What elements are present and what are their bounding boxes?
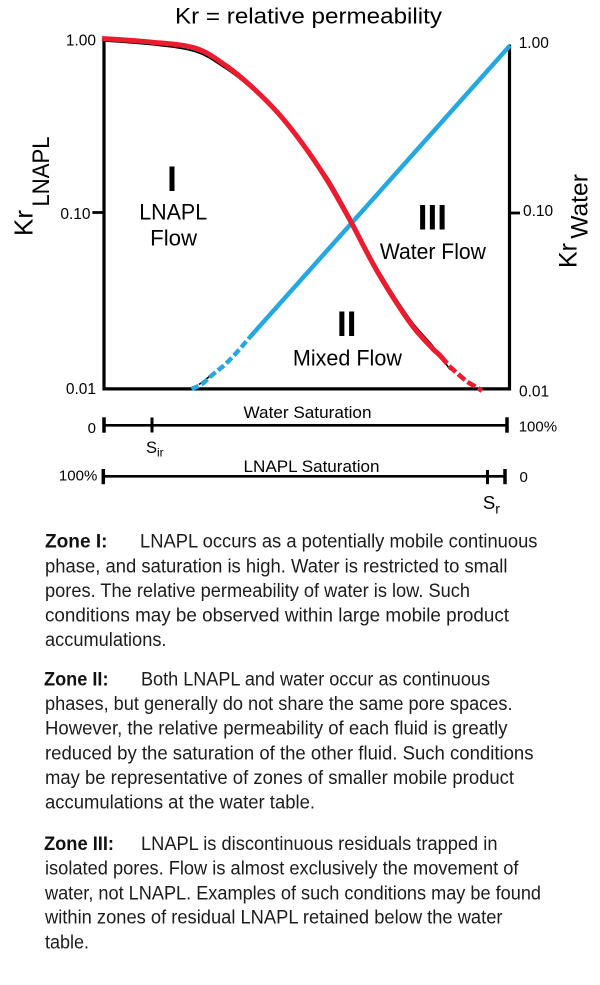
svg-text:Mixed Flow: Mixed Flow [293,346,402,371]
svg-text:LNAPL Saturation: LNAPL Saturation [244,457,380,476]
svg-text:Zone II:: Zone II: [44,668,109,690]
svg-text:Both LNAPL and water occur as: Both LNAPL and water occur as continuous [141,668,490,690]
svg-text:0: 0 [520,469,528,486]
svg-text:Water Flow: Water Flow [380,239,486,264]
svg-text:1.00: 1.00 [66,33,97,50]
svg-text:may be representative of zones: may be representative of zones of smalle… [45,767,515,789]
svg-text:phase, and saturation is high.: phase, and saturation is high. Water is … [45,555,508,577]
svg-text:Flow: Flow [150,225,197,250]
svg-text:accumulations at the water tab: accumulations at the water table. [45,791,315,813]
svg-text:reduced by the saturation of t: reduced by the saturation of the other f… [45,742,534,764]
svg-text:I: I [167,160,177,199]
svg-text:1.00: 1.00 [519,35,550,52]
svg-text:100%: 100% [59,468,97,485]
svg-text:Zone I:: Zone I: [45,531,108,553]
svg-text:0: 0 [88,420,96,437]
svg-text:Zone III:: Zone III: [44,833,114,855]
svg-text:0.01: 0.01 [519,384,549,401]
svg-text:LNAPL is discontinuous residua: LNAPL is discontinuous residuals trapped… [141,833,498,855]
svg-text:within zones of residual LNAPL: within zones of residual LNAPL retained … [44,906,503,928]
svg-text:pores. The relative permeabili: pores. The relative permeability of wate… [45,580,470,602]
svg-text:III: III [418,199,447,238]
svg-text:However, the relative permeabi: However, the relative permeability of ea… [45,718,508,740]
svg-text:100%: 100% [519,418,557,435]
svg-text:0.10: 0.10 [523,203,554,220]
svg-text:water, not LNAPL. Examples of: water, not LNAPL. Examples of such condi… [44,882,541,904]
svg-text:conditions may be observed wit: conditions may be observed within large … [45,605,510,627]
svg-text:table.: table. [45,931,89,953]
svg-text:isolated pores. Flow is almost: isolated pores. Flow is almost exclusive… [45,858,519,880]
svg-text:II: II [337,305,356,344]
svg-text:0.10: 0.10 [60,206,91,223]
svg-text:LNAPL occurs as a potentially: LNAPL occurs as a potentially mobile con… [140,531,538,553]
svg-text:LNAPL: LNAPL [139,200,207,225]
svg-text:phases, but generally do not s: phases, but generally do not share the s… [45,693,513,715]
svg-text:accumulations.: accumulations. [45,629,167,651]
svg-text:Kr = relative permeability: Kr = relative permeability [175,4,443,29]
svg-text:Water Saturation: Water Saturation [244,403,372,422]
svg-text:0.01: 0.01 [66,381,96,398]
